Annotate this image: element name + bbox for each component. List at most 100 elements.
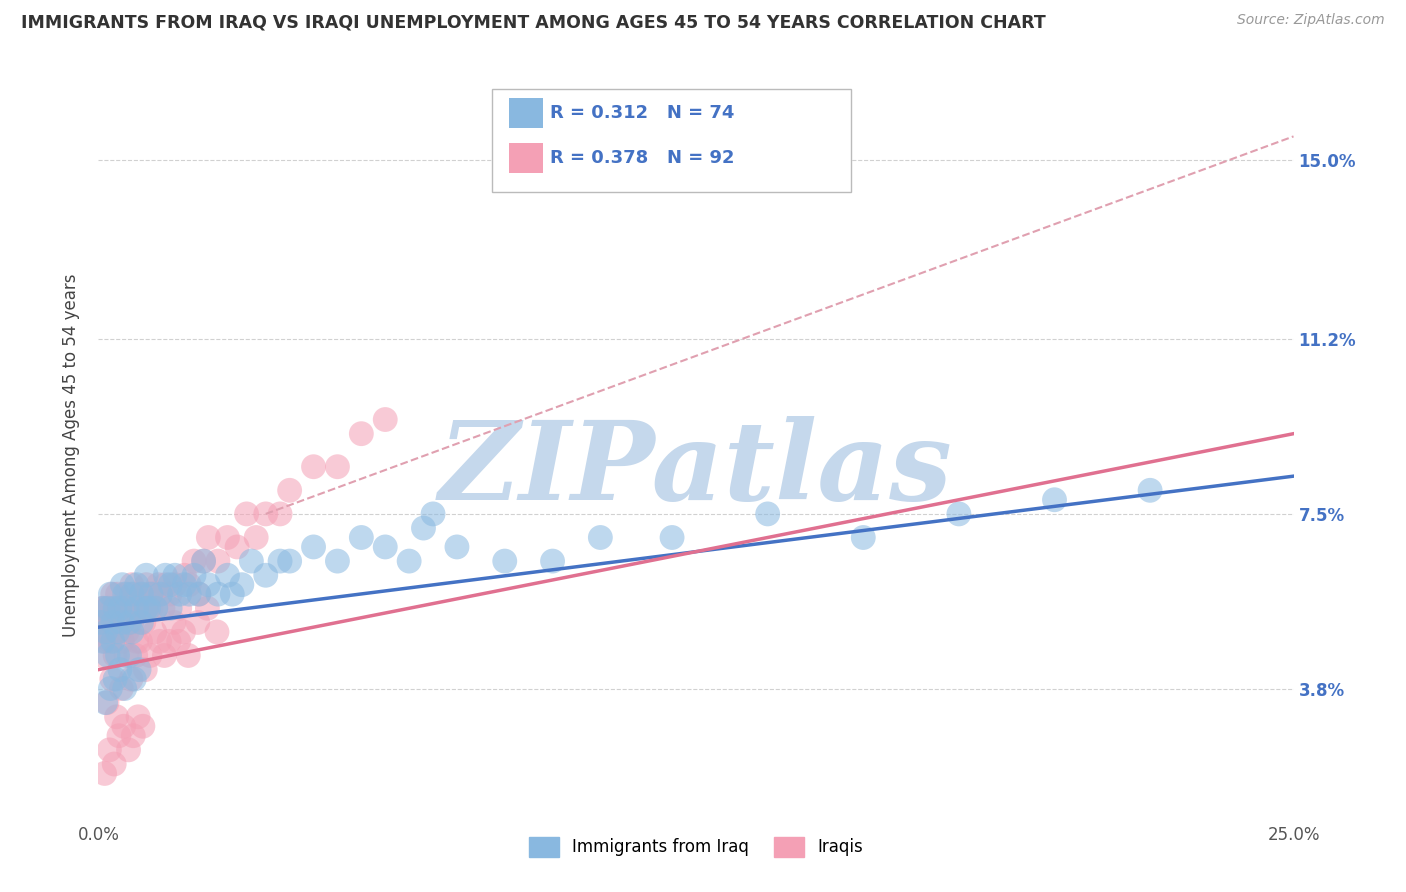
Point bbox=[494, 554, 516, 568]
Point bbox=[114, 681, 136, 696]
Text: R = 0.378   N = 92: R = 0.378 N = 92 bbox=[550, 149, 734, 167]
Point bbox=[197, 601, 219, 615]
Y-axis label: Unemployment Among Ages 45 to 54 years: Unemployment Among Ages 45 to 54 years bbox=[62, 273, 80, 637]
Point bbox=[98, 634, 122, 648]
Point bbox=[163, 577, 186, 591]
Point bbox=[226, 540, 249, 554]
Point bbox=[235, 507, 257, 521]
Point bbox=[163, 615, 186, 630]
Point bbox=[179, 587, 201, 601]
Point bbox=[114, 587, 136, 601]
Point bbox=[125, 601, 148, 615]
Point bbox=[350, 531, 373, 545]
Point bbox=[756, 507, 779, 521]
Point bbox=[103, 757, 125, 772]
Point bbox=[177, 648, 200, 663]
Point bbox=[269, 554, 291, 568]
Point bbox=[245, 531, 267, 545]
Point bbox=[135, 601, 157, 615]
Point bbox=[254, 568, 277, 582]
Point bbox=[110, 681, 132, 696]
Point bbox=[326, 554, 349, 568]
Point bbox=[124, 672, 146, 686]
Point bbox=[139, 648, 162, 663]
Point bbox=[101, 615, 124, 630]
Point bbox=[108, 729, 131, 743]
Point bbox=[149, 587, 172, 601]
Point bbox=[108, 663, 131, 677]
Point bbox=[169, 601, 191, 615]
Point bbox=[398, 554, 420, 568]
Point bbox=[326, 459, 349, 474]
Point bbox=[207, 554, 229, 568]
Point bbox=[221, 587, 243, 601]
Point bbox=[115, 648, 138, 663]
Point bbox=[134, 663, 156, 677]
Point bbox=[149, 587, 172, 601]
Point bbox=[138, 601, 160, 615]
Point bbox=[90, 624, 112, 639]
Point bbox=[122, 729, 145, 743]
Point bbox=[125, 601, 148, 615]
Point bbox=[139, 601, 162, 615]
Point bbox=[118, 601, 141, 615]
Point bbox=[159, 601, 181, 615]
Point bbox=[173, 568, 195, 582]
Point bbox=[197, 531, 219, 545]
Point bbox=[183, 568, 205, 582]
Point bbox=[111, 634, 134, 648]
Point bbox=[108, 624, 131, 639]
Point bbox=[183, 554, 205, 568]
Point bbox=[254, 507, 277, 521]
Point bbox=[135, 568, 157, 582]
Point bbox=[120, 672, 142, 686]
Point bbox=[412, 521, 434, 535]
Point bbox=[589, 531, 612, 545]
Point bbox=[131, 587, 153, 601]
Point bbox=[302, 459, 325, 474]
Point bbox=[131, 587, 153, 601]
Point bbox=[145, 601, 167, 615]
Point bbox=[121, 624, 143, 639]
Point bbox=[125, 577, 148, 591]
Point bbox=[96, 696, 118, 710]
Point bbox=[145, 601, 167, 615]
Point bbox=[98, 743, 121, 757]
Point bbox=[193, 554, 215, 568]
Point bbox=[91, 634, 114, 648]
Point bbox=[446, 540, 468, 554]
Point bbox=[118, 615, 141, 630]
Point bbox=[111, 577, 134, 591]
Point bbox=[108, 601, 131, 615]
Point bbox=[142, 587, 165, 601]
Point bbox=[1139, 483, 1161, 498]
Point bbox=[148, 577, 170, 591]
Point bbox=[98, 615, 122, 630]
Point bbox=[104, 624, 127, 639]
Point bbox=[205, 624, 228, 639]
Point bbox=[278, 554, 301, 568]
Point bbox=[117, 743, 139, 757]
Point bbox=[90, 615, 112, 630]
Point bbox=[124, 587, 146, 601]
Point bbox=[302, 540, 325, 554]
Point bbox=[115, 587, 138, 601]
Point bbox=[125, 648, 148, 663]
Point bbox=[217, 531, 239, 545]
Point bbox=[217, 568, 239, 582]
Point bbox=[107, 624, 129, 639]
Point bbox=[97, 601, 120, 615]
Point bbox=[374, 412, 396, 426]
Point bbox=[112, 719, 135, 733]
Point bbox=[149, 634, 172, 648]
Point bbox=[169, 587, 191, 601]
Point bbox=[114, 601, 136, 615]
Point bbox=[132, 615, 155, 630]
Point bbox=[125, 634, 148, 648]
Text: Source: ZipAtlas.com: Source: ZipAtlas.com bbox=[1237, 13, 1385, 28]
Point bbox=[121, 615, 143, 630]
Point bbox=[104, 672, 127, 686]
Point bbox=[93, 766, 115, 780]
Point bbox=[163, 568, 186, 582]
Point bbox=[128, 601, 150, 615]
